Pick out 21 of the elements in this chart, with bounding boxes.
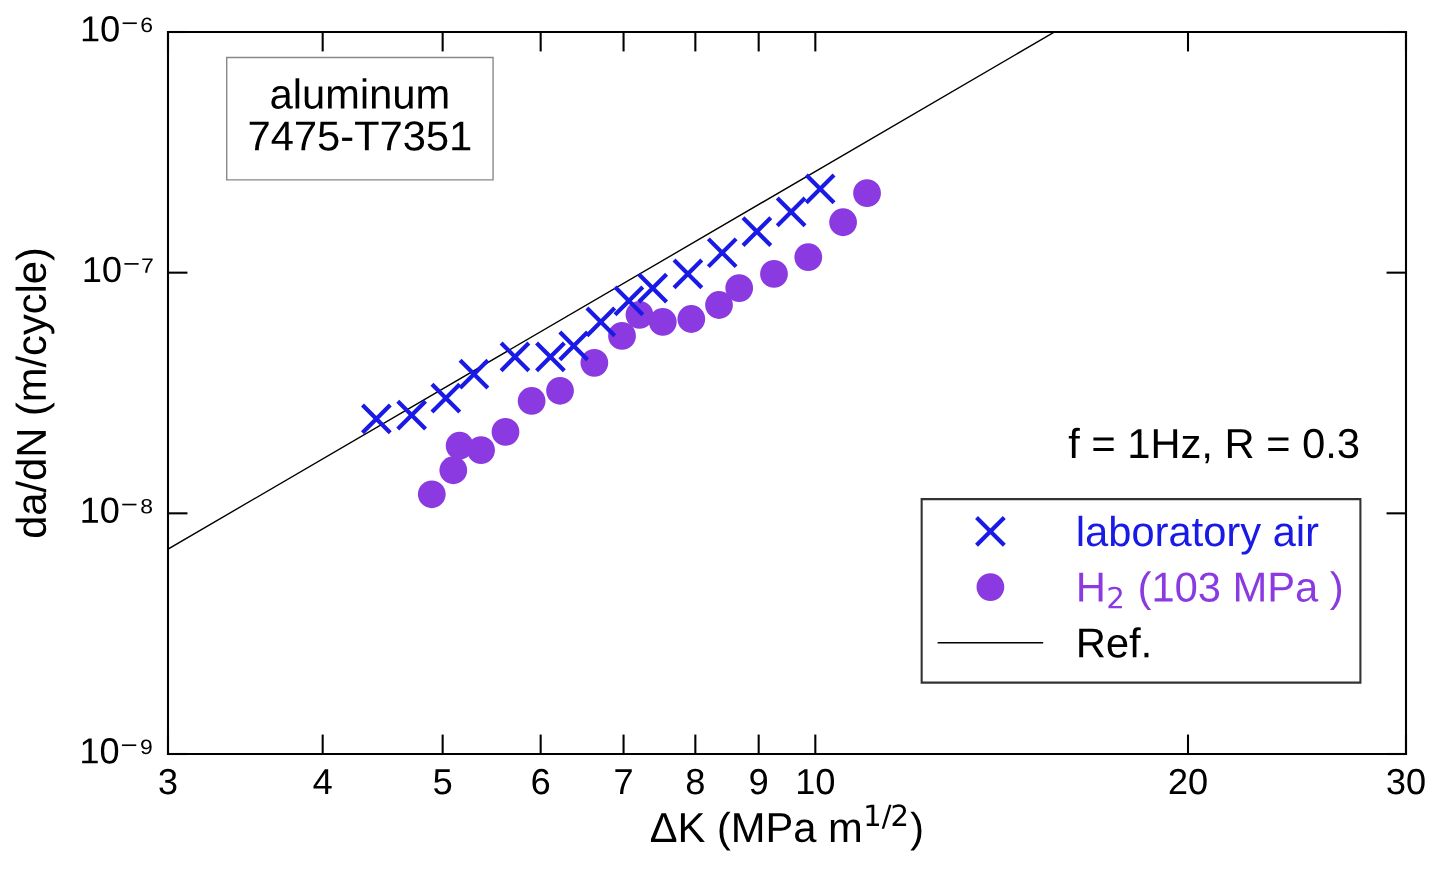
annotation: aluminum 7475-T7351 <box>249 78 471 151</box>
x-axis-title: ΔK (MPa m$^{1/2}$) <box>650 804 922 851</box>
y-axis-title: da/dN (m/cycle) <box>15 249 55 538</box>
annotation: f = 1Hz, R = 0.3 <box>1068 427 1359 464</box>
x-tick-label: 4 <box>313 769 332 795</box>
legend-label: Ref. <box>1079 627 1149 658</box>
y-tick-label: 10⁻⁷ <box>84 256 153 283</box>
x-tick-label: 9 <box>750 768 768 795</box>
legend-label: H$_{2}$ (103 MPa ) <box>1079 571 1342 611</box>
x-tick-label: 5 <box>434 769 452 795</box>
x-tick-label: 6 <box>532 768 550 795</box>
x-tick-label: 30 <box>1387 768 1425 795</box>
x-tick-label: 3 <box>159 768 177 795</box>
y-tick-label: 10⁻⁹ <box>82 738 152 764</box>
x-tick-label: 8 <box>686 768 704 795</box>
x-tick-label: 10 <box>798 768 834 795</box>
x-tick-label: 20 <box>1169 768 1207 795</box>
y-tick-label: 10⁻⁶ <box>82 16 152 42</box>
legend-label: laboratory air <box>1078 515 1319 555</box>
y-tick-label: 10⁻⁸ <box>82 497 152 524</box>
x-tick-label: 7 <box>615 769 632 795</box>
